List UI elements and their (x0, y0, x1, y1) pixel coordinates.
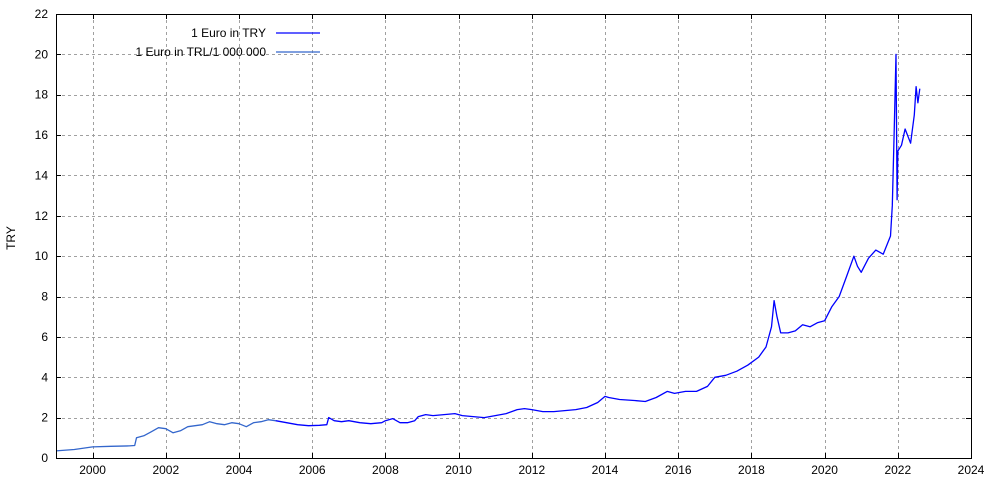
y-tick-label: 18 (35, 88, 49, 102)
x-tick-label: 2024 (958, 463, 985, 477)
x-tick-label: 2014 (592, 463, 619, 477)
x-tick-label: 2006 (299, 463, 326, 477)
plot-frame (56, 14, 972, 459)
x-tick-label: 2002 (152, 463, 179, 477)
y-axis-label: TRY (4, 226, 18, 250)
x-tick-label: 2010 (445, 463, 472, 477)
y-tick-label: 6 (41, 330, 48, 344)
series-line-2 (55, 419, 276, 452)
y-tick-label: 8 (41, 290, 48, 304)
x-tick-label: 2016 (665, 463, 692, 477)
x-tick-label: 2022 (884, 463, 911, 477)
legend: 1 Euro in TRY 1 Euro in TRL/1 000 000 (135, 26, 320, 59)
y-tick-label: 12 (35, 209, 49, 223)
x-tick-label: 2000 (79, 463, 106, 477)
y-tick-label: 16 (35, 128, 49, 142)
y-tick-label: 2 (41, 411, 48, 425)
y-tick-label: 14 (35, 168, 49, 182)
series-line-1 (275, 53, 921, 427)
x-tick-label: 2012 (518, 463, 545, 477)
x-tick-label: 2004 (226, 463, 253, 477)
legend-label-series-1: 1 Euro in TRY (191, 26, 266, 40)
y-tick-label: 20 (35, 47, 49, 61)
x-tick-label: 2018 (738, 463, 765, 477)
series-layer (55, 53, 921, 452)
y-tick-label: 10 (35, 249, 49, 263)
legend-label-series-2: 1 Euro in TRL/1 000 000 (135, 45, 266, 59)
x-tick-label: 2020 (811, 463, 838, 477)
x-tick-label: 2008 (372, 463, 399, 477)
grid (56, 14, 971, 458)
y-tick-label: 4 (41, 370, 48, 384)
ticks: 2000 2002 2004 2006 2008 2010 2012 2014 2016 2018… (35, 7, 985, 477)
y-tick-label: 22 (35, 7, 49, 21)
y-tick-label: 0 (41, 451, 48, 465)
